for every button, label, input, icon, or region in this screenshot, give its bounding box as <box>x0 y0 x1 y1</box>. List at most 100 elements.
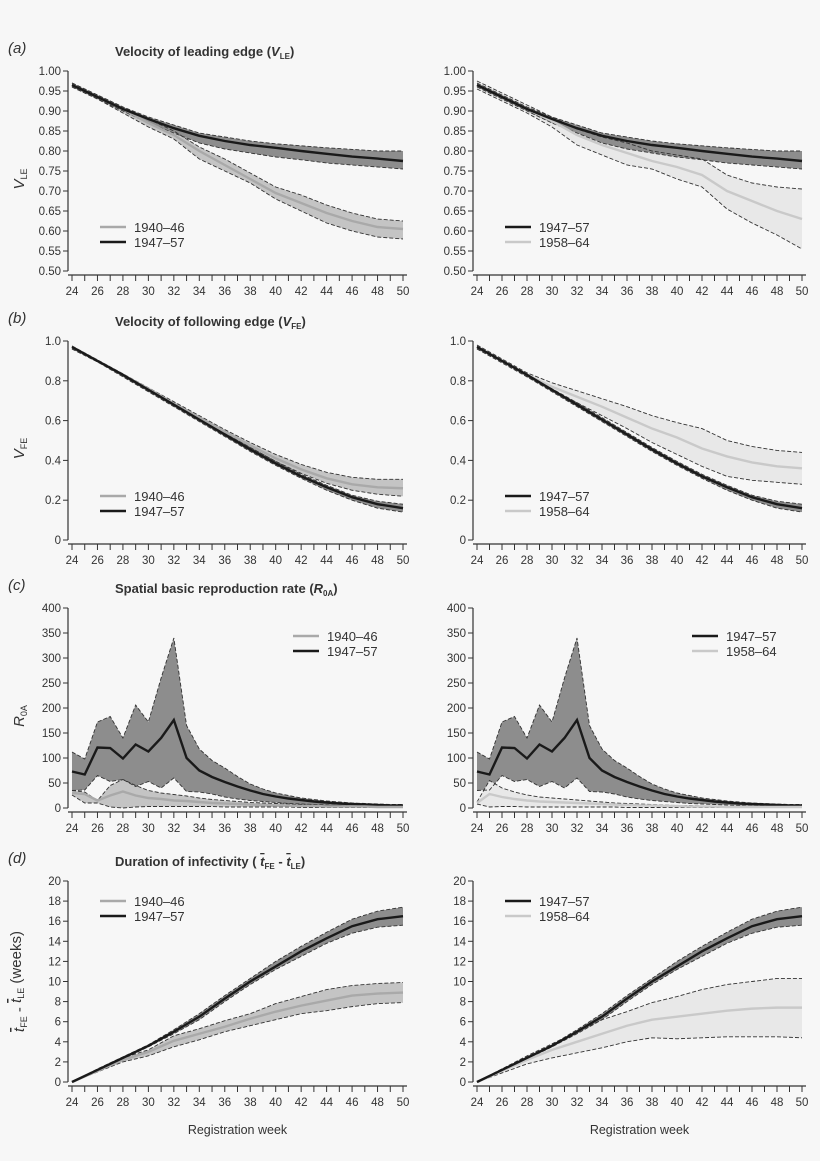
x-tick-label: 50 <box>796 286 809 298</box>
x-tick-label: 32 <box>571 286 584 298</box>
band-1958–64 <box>477 978 802 1082</box>
x-tick-label: 38 <box>646 286 659 298</box>
x-tick-label: 24 <box>66 1097 79 1109</box>
panel-label: (a) <box>8 40 26 57</box>
y-tick-label: 0.80 <box>444 146 466 158</box>
x-tick-label: 44 <box>320 286 333 298</box>
x-tick-label: 26 <box>91 1097 104 1109</box>
y-tick-label: 0.65 <box>444 206 466 218</box>
y-tick-label: 0.75 <box>39 166 61 178</box>
x-tick-label: 34 <box>193 286 206 298</box>
x-tick-label: 40 <box>671 555 684 567</box>
x-tick-label: 46 <box>346 823 359 835</box>
y-tick-label: 0.2 <box>450 495 466 507</box>
y-tick-label: 0 <box>55 1077 61 1089</box>
x-tick-label: 46 <box>346 286 359 298</box>
band-1940–46 <box>72 982 403 1082</box>
x-tick-label: 30 <box>142 1097 155 1109</box>
x-tick-label: 44 <box>721 823 734 835</box>
y-tick-label: 1.0 <box>450 336 466 348</box>
x-tick-label: 36 <box>621 555 634 567</box>
y-tick-label: 0.50 <box>39 266 61 278</box>
x-tick-label: 40 <box>269 823 282 835</box>
x-tick-label: 24 <box>471 286 484 298</box>
y-tick-label: 0.70 <box>39 186 61 198</box>
y-tick-label: 250 <box>447 678 466 690</box>
panel-title: Spatial basic reproduction rate (R0A) <box>115 581 338 598</box>
panel-title: Velocity of leading edge (VLE) <box>115 44 294 61</box>
legend-entry: 1958–64 <box>539 909 590 924</box>
legend-entry: 1958–64 <box>726 644 777 659</box>
title-part: FE <box>265 862 276 871</box>
x-tick-label: 40 <box>269 555 282 567</box>
lower-bound-1940–46 <box>71 348 404 497</box>
mean-line-1958–64 <box>476 792 802 809</box>
x-tick-label: 26 <box>496 823 509 835</box>
y-tick-label: 14 <box>48 936 61 948</box>
x-tick-label: 34 <box>596 555 609 567</box>
x-tick-label: 40 <box>671 823 684 835</box>
title-part: R <box>314 581 324 596</box>
title-part: Velocity of leading edge ( <box>115 44 272 59</box>
x-tick-label: 32 <box>167 823 180 835</box>
x-tick-label: 40 <box>671 1097 684 1109</box>
x-tick-label: 30 <box>546 555 559 567</box>
y-tick-label: 0 <box>460 803 466 815</box>
y-tick-label: 16 <box>48 916 61 928</box>
x-tick-label: 34 <box>596 1097 609 1109</box>
x-tick-label: 48 <box>771 286 784 298</box>
band-1958–64 <box>477 780 802 808</box>
x-tick-label: 30 <box>142 555 155 567</box>
x-tick-label: 26 <box>496 1097 509 1109</box>
x-tick-label: 32 <box>571 555 584 567</box>
mean-line-1947–57 <box>476 914 803 1084</box>
x-tick-label: 50 <box>397 555 410 567</box>
x-tick-label: 42 <box>295 1097 308 1109</box>
y-label-part: 0A <box>19 705 29 716</box>
legend-entry: 1958–64 <box>539 235 590 250</box>
y-tick-label: 1.00 <box>39 66 61 78</box>
y-tick-label: 0.75 <box>444 166 466 178</box>
x-tick-label: 36 <box>218 555 231 567</box>
lower-bound-1947–57 <box>71 86 404 170</box>
x-tick-label: 48 <box>371 1097 384 1109</box>
y-tick-label: 0.80 <box>39 146 61 158</box>
y-tick-label: 14 <box>453 936 466 948</box>
legend-entry: 1947–57 <box>327 644 378 659</box>
y-tick-label: 100 <box>42 753 61 765</box>
y-tick-label: 12 <box>453 956 466 968</box>
y-tick-label: 0.8 <box>450 376 466 388</box>
y-tick-label: 6 <box>55 1017 61 1029</box>
x-tick-label: 44 <box>320 823 333 835</box>
x-tick-label: 28 <box>521 1097 534 1109</box>
x-tick-label: 50 <box>796 555 809 567</box>
band-1947–57 <box>72 638 403 807</box>
x-tick-label: 42 <box>295 555 308 567</box>
y-tick-label: 0.85 <box>39 126 61 138</box>
x-tick-label: 28 <box>117 555 130 567</box>
x-tick-label: 50 <box>796 1097 809 1109</box>
x-tick-label: 40 <box>269 286 282 298</box>
x-tick-label: 32 <box>167 555 180 567</box>
panel-title: Velocity of following edge (VFE) <box>115 314 306 331</box>
x-tick-label: 30 <box>546 286 559 298</box>
y-label-part: FE <box>19 438 29 450</box>
x-tick-label: 46 <box>346 1097 359 1109</box>
mean-line-1947–57 <box>71 914 404 1084</box>
x-tick-label: 34 <box>193 823 206 835</box>
x-tick-label: 38 <box>244 555 257 567</box>
x-tick-label: 30 <box>142 286 155 298</box>
legend-entry: 1947–57 <box>539 220 590 235</box>
x-tick-label: 46 <box>746 555 759 567</box>
x-tick-label: 38 <box>244 1097 257 1109</box>
x-tick-label: 32 <box>571 823 584 835</box>
title-part: ) <box>290 44 294 59</box>
x-tick-label: 30 <box>142 823 155 835</box>
title-part: ) <box>333 581 337 596</box>
title-part: LE <box>280 52 291 61</box>
y-label-part: R <box>11 716 28 727</box>
legend-entry: 1940–46 <box>327 629 378 644</box>
y-tick-label: 0.55 <box>39 246 61 258</box>
y-tick-label: 0 <box>55 535 61 547</box>
